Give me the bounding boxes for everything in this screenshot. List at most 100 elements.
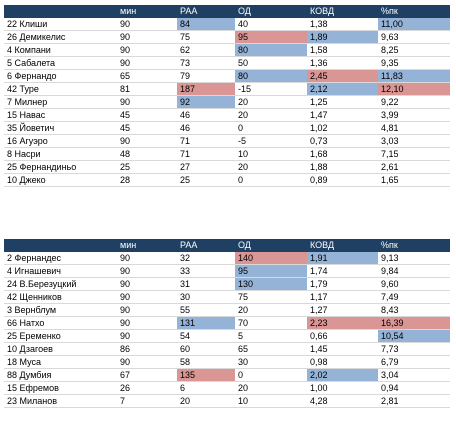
cell-od: 5 (235, 329, 307, 343)
cell-player: 6 Фернандо (4, 69, 117, 83)
table-row: 88 Думбия 67 135 0 2,02 3,04 (4, 368, 450, 382)
header-player (4, 5, 117, 18)
cell-minutes: 90 (117, 264, 177, 278)
cell-minutes: 90 (117, 277, 177, 291)
table-header-row: мин РАА ОД КОВД %пк (4, 5, 450, 18)
header-player (4, 239, 117, 252)
table-row: 23 Миланов 7 20 10 4,28 2,81 (4, 394, 450, 408)
cell-od: 65 (235, 342, 307, 356)
cell-kovd: 0,98 (307, 355, 378, 369)
cell-minutes: 45 (117, 121, 177, 135)
cell-kovd: 1,58 (307, 43, 378, 57)
table-row: 5 Сабалета 90 73 50 1,36 9,35 (4, 56, 450, 70)
cell-raa: 20 (177, 394, 235, 408)
cell-minutes: 28 (117, 173, 177, 187)
cell-kovd: 1,91 (307, 251, 378, 265)
cell-kovd: 1,79 (307, 277, 378, 291)
cell-pk: 3,99 (378, 108, 450, 122)
cell-raa: 32 (177, 251, 235, 265)
table-row: 25 Фернандиньо 25 27 20 1,88 2,61 (4, 160, 450, 174)
header-pk: %пк (378, 239, 450, 252)
cell-minutes: 90 (117, 134, 177, 148)
table-row: 66 Натхо 90 131 70 2,23 16,39 (4, 316, 450, 330)
cell-minutes: 90 (117, 355, 177, 369)
cell-od: 80 (235, 43, 307, 57)
cell-pk: 8,25 (378, 43, 450, 57)
cell-od: 40 (235, 17, 307, 31)
table-row: 8 Насри 48 71 10 1,68 7,15 (4, 147, 450, 161)
header-raa: РАА (177, 239, 235, 252)
cell-od: -15 (235, 82, 307, 96)
header-minutes: мин (117, 239, 177, 252)
cell-raa: 25 (177, 173, 235, 187)
table-row: 42 Щенников 90 30 75 1,17 7,49 (4, 290, 450, 304)
table-row: 25 Еременко 90 54 5 0,66 10,54 (4, 329, 450, 343)
cell-kovd: 1,45 (307, 342, 378, 356)
cell-od: 20 (235, 108, 307, 122)
cell-raa: 71 (177, 134, 235, 148)
cell-kovd: 1,17 (307, 290, 378, 304)
cell-kovd: 2,45 (307, 69, 378, 83)
cell-kovd: 1,36 (307, 56, 378, 70)
cell-pk: 9,84 (378, 264, 450, 278)
cell-player: 3 Вернблум (4, 303, 117, 317)
cell-od: 95 (235, 264, 307, 278)
cell-pk: 10,54 (378, 329, 450, 343)
cell-raa: 6 (177, 381, 235, 395)
cell-od: 75 (235, 290, 307, 304)
cell-pk: 7,15 (378, 147, 450, 161)
cell-od: 20 (235, 381, 307, 395)
cell-od: 95 (235, 30, 307, 44)
cell-player: 18 Муса (4, 355, 117, 369)
cell-pk: 12,10 (378, 82, 450, 96)
cell-od: 80 (235, 69, 307, 83)
cell-raa: 58 (177, 355, 235, 369)
cell-player: 24 В.Березуцкий (4, 277, 117, 291)
table-header-row: мин РАА ОД КОВД %пк (4, 239, 450, 252)
cell-od: 10 (235, 147, 307, 161)
stats-table-1: мин РАА ОД КОВД %пк 22 Клиши 90 84 40 1,38 11,00 26… (4, 5, 450, 187)
cell-raa: 62 (177, 43, 235, 57)
cell-od: 20 (235, 95, 307, 109)
cell-minutes: 90 (117, 329, 177, 343)
cell-player: 4 Компани (4, 43, 117, 57)
cell-raa: 54 (177, 329, 235, 343)
cell-minutes: 90 (117, 95, 177, 109)
cell-raa: 46 (177, 108, 235, 122)
cell-pk: 9,60 (378, 277, 450, 291)
cell-player: 10 Джеко (4, 173, 117, 187)
cell-player: 7 Милнер (4, 95, 117, 109)
header-minutes: мин (117, 5, 177, 18)
cell-pk: 3,04 (378, 368, 450, 382)
cell-pk: 2,61 (378, 160, 450, 174)
table-row: 16 Агуэро 90 71 -5 0,73 3,03 (4, 134, 450, 148)
cell-raa: 31 (177, 277, 235, 291)
cell-minutes: 45 (117, 108, 177, 122)
cell-raa: 75 (177, 30, 235, 44)
cell-player: 35 Йоветич (4, 121, 117, 135)
table-row: 42 Туре 81 187 -15 2,12 12,10 (4, 82, 450, 96)
cell-minutes: 90 (117, 17, 177, 31)
cell-kovd: 1,89 (307, 30, 378, 44)
cell-pk: 11,00 (378, 17, 450, 31)
cell-player: 66 Натхо (4, 316, 117, 330)
cell-kovd: 0,89 (307, 173, 378, 187)
cell-raa: 131 (177, 316, 235, 330)
table-row: 4 Компани 90 62 80 1,58 8,25 (4, 43, 450, 57)
cell-kovd: 4,28 (307, 394, 378, 408)
cell-kovd: 1,38 (307, 17, 378, 31)
table-row: 7 Милнер 90 92 20 1,25 9,22 (4, 95, 450, 109)
cell-raa: 79 (177, 69, 235, 83)
cell-kovd: 1,25 (307, 95, 378, 109)
cell-kovd: 0,66 (307, 329, 378, 343)
cell-raa: 73 (177, 56, 235, 70)
cell-kovd: 2,23 (307, 316, 378, 330)
cell-kovd: 2,12 (307, 82, 378, 96)
cell-pk: 2,81 (378, 394, 450, 408)
table-row: 24 В.Березуцкий 90 31 130 1,79 9,60 (4, 277, 450, 291)
cell-minutes: 90 (117, 251, 177, 265)
table-row: 3 Вернблум 90 55 20 1,27 8,43 (4, 303, 450, 317)
cell-player: 16 Агуэро (4, 134, 117, 148)
cell-minutes: 90 (117, 30, 177, 44)
cell-player: 10 Дзагоев (4, 342, 117, 356)
